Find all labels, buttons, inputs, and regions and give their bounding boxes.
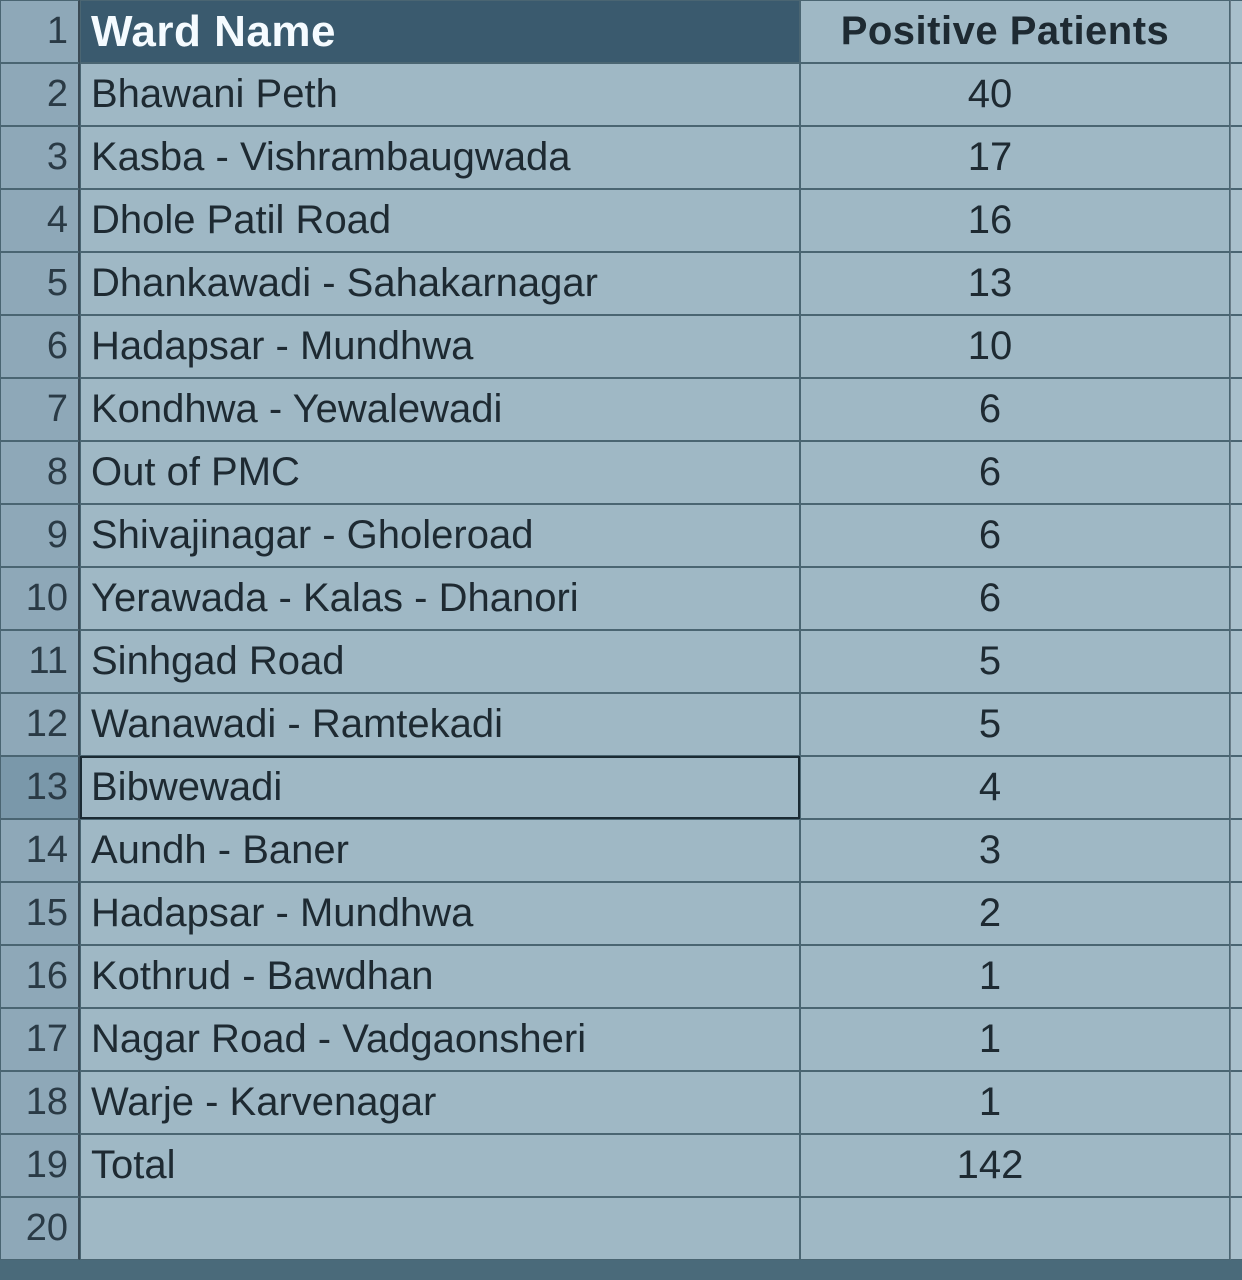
row-number[interactable]: 3 <box>0 126 80 189</box>
row-number[interactable]: 20 <box>0 1197 80 1260</box>
empty-cell[interactable] <box>1230 378 1242 441</box>
row-number[interactable]: 7 <box>0 378 80 441</box>
cell-ward[interactable]: Kasba - Vishrambaugwada <box>80 126 800 189</box>
row-number[interactable]: 13 <box>0 756 80 819</box>
cell-ward[interactable]: Kothrud - Bawdhan <box>80 945 800 1008</box>
cell-value[interactable]: 6 <box>800 504 1230 567</box>
cell-value[interactable]: 1 <box>800 1008 1230 1071</box>
cell-ward[interactable]: Hadapsar - Mundhwa <box>80 315 800 378</box>
empty-cell[interactable] <box>1230 189 1242 252</box>
row-number[interactable]: 10 <box>0 567 80 630</box>
cell-value[interactable]: 6 <box>800 441 1230 504</box>
cell-ward[interactable]: Yerawada - Kalas - Dhanori <box>80 567 800 630</box>
empty-cell[interactable] <box>1230 504 1242 567</box>
cell-ward-active[interactable]: Bibwewadi <box>80 756 800 819</box>
empty-cell[interactable] <box>1230 315 1242 378</box>
empty-cell[interactable] <box>1230 693 1242 756</box>
cell-value[interactable]: 3 <box>800 819 1230 882</box>
row-number[interactable]: 11 <box>0 630 80 693</box>
empty-cell[interactable] <box>1230 630 1242 693</box>
empty-column[interactable] <box>1230 0 1242 63</box>
cell-ward[interactable]: Dhole Patil Road <box>80 189 800 252</box>
empty-cell[interactable] <box>1230 945 1242 1008</box>
cell-value[interactable]: 5 <box>800 630 1230 693</box>
cell-ward[interactable]: Bhawani Peth <box>80 63 800 126</box>
cell-value[interactable]: 4 <box>800 756 1230 819</box>
column-header-ward[interactable]: Ward Name <box>80 0 800 63</box>
cell-ward-empty[interactable] <box>80 1197 800 1260</box>
row-number[interactable]: 15 <box>0 882 80 945</box>
cell-ward[interactable]: Wanawadi - Ramtekadi <box>80 693 800 756</box>
cell-value[interactable]: 6 <box>800 567 1230 630</box>
cell-ward[interactable]: Sinhgad Road <box>80 630 800 693</box>
cell-ward[interactable]: Out of PMC <box>80 441 800 504</box>
cell-value[interactable]: 40 <box>800 63 1230 126</box>
empty-cell[interactable] <box>1230 252 1242 315</box>
cell-value[interactable]: 17 <box>800 126 1230 189</box>
cell-ward[interactable]: Shivajinagar - Gholeroad <box>80 504 800 567</box>
cell-ward[interactable]: Nagar Road - Vadgaonsheri <box>80 1008 800 1071</box>
row-number[interactable]: 12 <box>0 693 80 756</box>
cell-ward[interactable]: Kondhwa - Yewalewadi <box>80 378 800 441</box>
cell-value[interactable]: 2 <box>800 882 1230 945</box>
row-number[interactable]: 2 <box>0 63 80 126</box>
row-number[interactable]: 8 <box>0 441 80 504</box>
cell-value-empty[interactable] <box>800 1197 1230 1260</box>
cell-value[interactable]: 5 <box>800 693 1230 756</box>
spreadsheet-grid[interactable]: 1 Ward Name Positive Patients 2 Bhawani … <box>0 0 1242 1260</box>
column-header-value[interactable]: Positive Patients <box>800 0 1230 63</box>
cell-ward[interactable]: Warje - Karvenagar <box>80 1071 800 1134</box>
cell-ward[interactable]: Aundh - Baner <box>80 819 800 882</box>
row-number[interactable]: 5 <box>0 252 80 315</box>
empty-cell[interactable] <box>1230 1008 1242 1071</box>
row-number[interactable]: 19 <box>0 1134 80 1197</box>
cell-value[interactable]: 6 <box>800 378 1230 441</box>
row-number[interactable]: 9 <box>0 504 80 567</box>
row-number[interactable]: 1 <box>0 0 80 63</box>
row-number[interactable]: 4 <box>0 189 80 252</box>
cell-ward[interactable]: Total <box>80 1134 800 1197</box>
row-number[interactable]: 6 <box>0 315 80 378</box>
cell-ward[interactable]: Dhankawadi - Sahakarnagar <box>80 252 800 315</box>
empty-cell[interactable] <box>1230 819 1242 882</box>
cell-value[interactable]: 142 <box>800 1134 1230 1197</box>
row-number[interactable]: 16 <box>0 945 80 1008</box>
empty-cell[interactable] <box>1230 441 1242 504</box>
empty-cell[interactable] <box>1230 126 1242 189</box>
empty-cell[interactable] <box>1230 63 1242 126</box>
empty-cell[interactable] <box>1230 567 1242 630</box>
empty-cell[interactable] <box>1230 1197 1242 1260</box>
empty-cell[interactable] <box>1230 1071 1242 1134</box>
empty-cell[interactable] <box>1230 1134 1242 1197</box>
cell-value[interactable]: 16 <box>800 189 1230 252</box>
empty-cell[interactable] <box>1230 756 1242 819</box>
cell-ward[interactable]: Hadapsar - Mundhwa <box>80 882 800 945</box>
cell-value[interactable]: 10 <box>800 315 1230 378</box>
empty-cell[interactable] <box>1230 882 1242 945</box>
row-number[interactable]: 17 <box>0 1008 80 1071</box>
row-number[interactable]: 18 <box>0 1071 80 1134</box>
row-number[interactable]: 14 <box>0 819 80 882</box>
cell-value[interactable]: 13 <box>800 252 1230 315</box>
cell-value[interactable]: 1 <box>800 1071 1230 1134</box>
cell-value[interactable]: 1 <box>800 945 1230 1008</box>
